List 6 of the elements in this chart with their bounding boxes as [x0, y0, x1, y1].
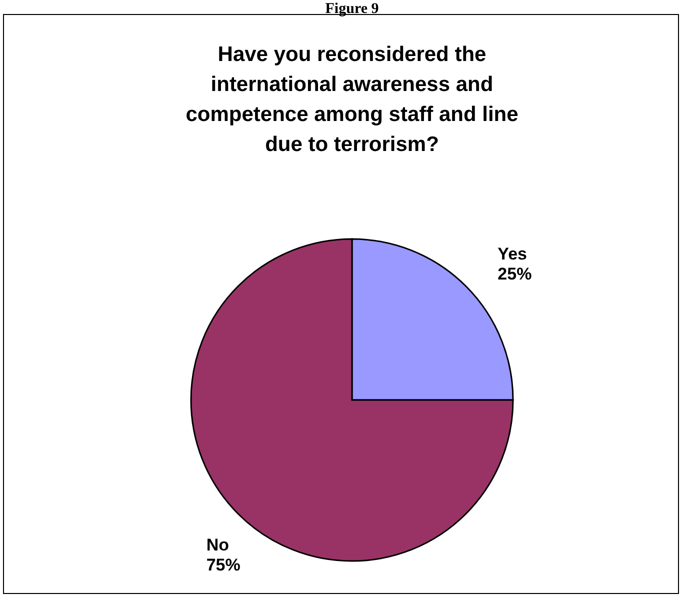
chart-title: Have you reconsidered the international awareness and competence among staff and line due to terrorism?	[186, 43, 518, 156]
slice-label: No	[206, 536, 230, 555]
slice-label: Yes	[498, 244, 527, 264]
caption: Figure 9	[325, 1, 379, 17]
data-label: 75%	[206, 556, 240, 575]
data-label: 25%	[498, 264, 532, 284]
